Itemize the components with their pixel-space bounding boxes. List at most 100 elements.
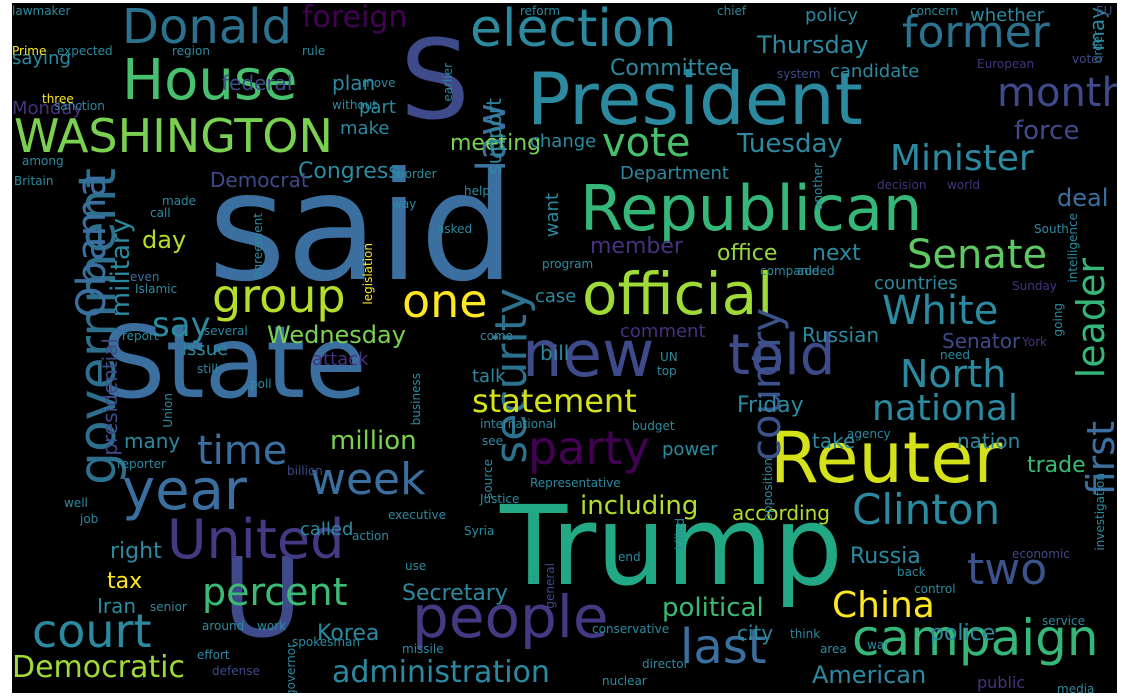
cloud-word-report: report — [122, 329, 159, 343]
cloud-word-missile: missile — [402, 642, 444, 656]
cloud-word-right: right — [110, 539, 162, 564]
cloud-word-white: White — [882, 288, 999, 334]
cloud-word-court: court — [32, 604, 152, 658]
cloud-word-new: new — [522, 318, 655, 392]
word-cloud-panel: said Trump State President Republican Reuter S… — [12, 3, 1117, 693]
cloud-word-committee: Committee — [610, 56, 733, 81]
cloud-word-agency: agency — [847, 427, 891, 441]
cloud-word-house: House — [122, 48, 298, 113]
cloud-word-political: political — [662, 593, 764, 623]
cloud-word-department: Department — [620, 163, 729, 184]
cloud-word-campaign: campaign — [852, 609, 1099, 667]
cloud-word-former: former — [902, 7, 1050, 58]
cloud-word-war: war — [867, 638, 890, 652]
cloud-word-say: say — [152, 305, 211, 345]
cloud-word-killed: killed — [673, 518, 687, 550]
cloud-word-called: called — [300, 519, 354, 540]
cloud-word-national: national — [872, 388, 1018, 429]
cloud-word-part: part — [359, 97, 396, 118]
cloud-word-take: take — [812, 429, 856, 453]
cloud-word-sunday: Sunday — [1012, 279, 1057, 293]
cloud-word-monday: Monday — [12, 98, 84, 119]
cloud-word-congress: Congress — [298, 159, 400, 184]
cloud-word-need: need — [940, 348, 970, 362]
cloud-word-said: said — [208, 141, 515, 315]
cloud-word-president: President — [527, 57, 863, 141]
cloud-word-work: work — [257, 619, 287, 633]
cloud-word-lawmaker: lawmaker — [12, 4, 71, 18]
cloud-word-friday: Friday — [737, 393, 804, 418]
cloud-word-public: public — [977, 673, 1026, 692]
cloud-word-one: one — [402, 274, 488, 328]
cloud-word-around: around — [202, 619, 245, 633]
cloud-word-official: official — [582, 260, 774, 328]
cloud-word-senate: Senate — [907, 232, 1048, 278]
cloud-word-way: way — [392, 197, 417, 211]
cloud-word-move: move — [362, 76, 396, 90]
cloud-word-million: million — [330, 426, 417, 456]
cloud-word-change: change — [530, 131, 597, 152]
cloud-word-syria: Syria — [464, 524, 495, 538]
cloud-word-week: week — [310, 454, 426, 505]
cloud-word-program: program — [542, 257, 594, 271]
cloud-word-area: area — [820, 642, 847, 656]
cloud-word-made: made — [162, 194, 197, 208]
cloud-word-senator: Senator — [942, 329, 1021, 353]
cloud-word-top: top — [657, 364, 677, 378]
cloud-word-reuter: Reuter — [770, 417, 1003, 499]
cloud-word-union: Union — [161, 393, 175, 428]
cloud-word-another: another — [811, 163, 825, 210]
cloud-word-election: election — [470, 3, 677, 59]
cloud-word-budget: budget — [632, 419, 675, 433]
cloud-word-see: see — [482, 434, 504, 448]
cloud-word-make: make — [340, 118, 390, 139]
cloud-word-governor: governor — [284, 643, 298, 693]
cloud-word-thursday: Thursday — [757, 31, 869, 59]
cloud-word-north: North — [900, 352, 1007, 396]
cloud-word-region: region — [172, 44, 210, 58]
cloud-word-reform: reform — [520, 4, 561, 18]
cloud-word-trump: Trump — [500, 482, 843, 610]
cloud-word-city: city — [737, 621, 774, 645]
cloud-word-percent: percent — [202, 570, 348, 614]
cloud-word-three: three — [42, 92, 74, 106]
cloud-word-opposition: opposition — [761, 458, 775, 521]
cloud-word-force: force — [1014, 116, 1080, 146]
cloud-word-want: want — [542, 193, 563, 238]
cloud-word-united: United — [167, 508, 345, 571]
cloud-word-call: call — [150, 206, 171, 220]
cloud-word-office: office — [717, 241, 778, 266]
cloud-word-day: day — [142, 226, 187, 254]
cloud-word-state: State — [102, 304, 367, 421]
cloud-word-general: general — [543, 563, 557, 609]
cloud-word-plan: plan — [332, 71, 376, 95]
cloud-word-eu: EU — [1096, 4, 1113, 18]
cloud-word-russia: Russia — [850, 544, 921, 569]
cloud-word-media: media — [1057, 682, 1095, 693]
cloud-word-defense: defense — [212, 664, 260, 678]
cloud-word-companie: companie — [760, 264, 819, 278]
cloud-word-china: China — [832, 585, 935, 626]
cloud-word-border: border — [397, 167, 437, 181]
cloud-word-south: South — [1034, 222, 1069, 236]
cloud-word-islamic: Islamic — [135, 282, 178, 296]
cloud-word-talk: talk — [472, 366, 506, 387]
cloud-word-executive: executive — [388, 508, 447, 522]
cloud-word-expected: expected — [57, 44, 113, 58]
cloud-word-told: told — [728, 323, 836, 388]
cloud-word-country: country — [744, 308, 790, 461]
cloud-word-s: S — [400, 16, 470, 144]
cloud-word-well: well — [64, 496, 88, 510]
cloud-word-washington: WASHINGTON — [14, 109, 333, 163]
cloud-word-rule: rule — [302, 44, 326, 58]
cloud-word-russian: Russian — [802, 323, 880, 347]
cloud-word-legislation: legislation — [361, 243, 375, 305]
cloud-word-earlier: earlier — [441, 63, 455, 102]
cloud-word-billion: billion — [287, 464, 323, 478]
cloud-word-effort: effort — [197, 648, 230, 662]
cloud-word-service: service — [1042, 614, 1085, 628]
cloud-word-un: UN — [660, 350, 678, 364]
cloud-word-poll: poll — [250, 377, 272, 391]
cloud-word-source: source — [481, 459, 495, 499]
cloud-word-chief: chief — [717, 4, 747, 18]
